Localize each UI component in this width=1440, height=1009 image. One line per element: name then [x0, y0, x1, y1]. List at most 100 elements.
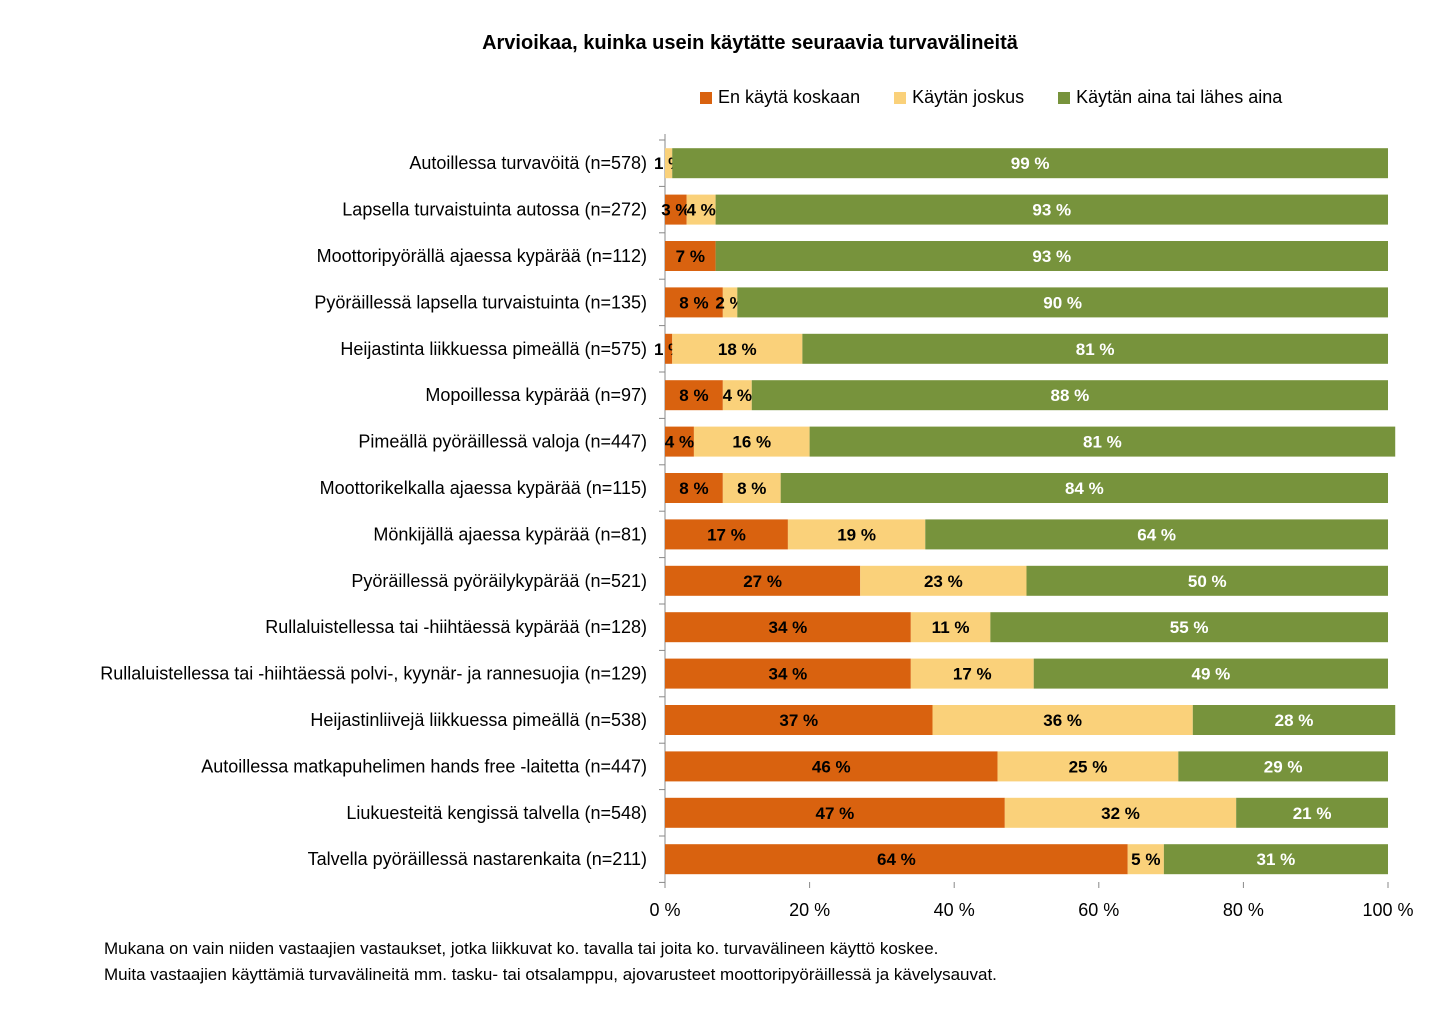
data-label: 47 % [816, 804, 855, 823]
category-label: Heijastinliivejä liikkuessa pimeällä (n=… [310, 710, 647, 730]
bar-segment-sometimes [722, 380, 752, 411]
data-label: 93 % [1032, 247, 1071, 266]
x-tick-label: 100 % [1362, 900, 1413, 920]
legend-swatch-sometimes [894, 91, 907, 104]
data-label: 17 % [707, 525, 746, 544]
data-label: 27 % [743, 572, 782, 591]
footnote: Mukana on vain niiden vastaajien vastauk… [104, 936, 997, 988]
category-label: Heijastinta liikkuessa pimeällä (n=575) [340, 339, 647, 359]
bar-segment-never [665, 844, 1128, 875]
bar-segment-sometimes [693, 426, 810, 457]
bar-segment-never [665, 194, 687, 225]
data-label: 8 % [679, 293, 708, 312]
legend-swatch-always [1058, 91, 1071, 104]
data-label: 50 % [1188, 572, 1227, 591]
bar-segment-sometimes [860, 565, 1027, 596]
category-label: Mopoillessa kypärää (n=97) [425, 385, 647, 405]
footnote-line-2: Muita vastaajien käyttämiä turvavälineit… [104, 965, 997, 984]
category-label: Moottorikelkalla ajaessa kypärää (n=115) [320, 478, 647, 498]
category-label: Liukuesteitä kengissä talvella (n=548) [346, 803, 647, 823]
category-label: Autoillessa turvavöitä (n=578) [409, 153, 647, 173]
data-label: 99 % [1011, 154, 1050, 173]
data-label: 31 % [1257, 850, 1296, 869]
legend-item-never: En käytä koskaan [700, 87, 860, 108]
bar-segment-sometimes [932, 705, 1193, 735]
category-label: Pyöräillessä pyöräilykypärää (n=521) [351, 571, 647, 591]
bar-segment-always [990, 612, 1388, 643]
data-label: 28 % [1275, 711, 1314, 730]
legend-item-always: Käytän aina tai lähes aina [1058, 87, 1282, 108]
legend: En käytä koskaan Käytän joskus Käytän ai… [700, 87, 1282, 108]
data-label: 8 % [679, 479, 708, 498]
bar-segment-always [751, 380, 1388, 411]
bar-segment-sometimes [910, 658, 1034, 689]
data-label: 23 % [924, 572, 963, 591]
data-label: 17 % [953, 665, 992, 684]
data-label: 5 % [1131, 850, 1160, 869]
bar-segment-sometimes [665, 148, 673, 179]
data-label: 37 % [779, 711, 818, 730]
bar-segment-never [665, 797, 1005, 828]
bar-segment-sometimes [787, 519, 926, 550]
category-label: Rullaluistellessa tai -hiihtäessä polvi-… [100, 664, 647, 684]
data-label: 46 % [812, 757, 851, 776]
bar-segment-sometimes [722, 473, 781, 503]
data-label: 81 % [1076, 340, 1115, 359]
bar-segment-always [715, 241, 1388, 271]
bar-segment-always [1192, 705, 1396, 735]
data-label: 4 % [665, 433, 694, 452]
legend-label-sometimes: Käytän joskus [912, 87, 1025, 107]
bar-segment-always [715, 194, 1388, 225]
data-label: 32 % [1101, 804, 1140, 823]
data-label: 34 % [769, 665, 808, 684]
data-label: 8 % [737, 479, 766, 498]
data-label: 81 % [1083, 433, 1122, 452]
bar-segment-sometimes [1127, 844, 1164, 875]
x-tick-label: 0 % [649, 900, 680, 920]
bar-segment-always [672, 148, 1388, 179]
bar-segment-never [665, 473, 723, 503]
category-label: Talvella pyöräillessä nastarenkaita (n=2… [308, 849, 647, 869]
category-label: Rullaluistellessa tai -hiihtäessä kypärä… [265, 617, 647, 637]
bar-segment-never [665, 612, 911, 643]
category-label: Lapsella turvaistuinta autossa (n=272) [342, 200, 647, 220]
legend-swatch-never [700, 91, 712, 104]
bar-segment-sometimes [1004, 797, 1237, 828]
data-label: 11 % [932, 618, 970, 637]
bar-segment-sometimes [686, 194, 716, 225]
data-label: 84 % [1065, 479, 1104, 498]
footnote-line-1: Mukana on vain niiden vastaajien vastauk… [104, 939, 939, 958]
data-label: 49 % [1191, 665, 1230, 684]
bar-segment-never [665, 658, 911, 689]
bar-segment-always [1026, 565, 1388, 596]
bar-segment-never [665, 565, 861, 596]
chart-title: Arvioikaa, kuinka usein käytätte seuraav… [482, 32, 1018, 54]
bar-segment-never [665, 333, 673, 364]
bar-segment-always [1033, 658, 1388, 689]
data-label: 18 % [718, 340, 757, 359]
legend-label-never: En käytä koskaan [718, 87, 861, 107]
bar-segment-sometimes [997, 751, 1179, 782]
category-label: Mönkijällä ajaessa kypärää (n=81) [373, 524, 647, 544]
bar-segment-always [925, 519, 1388, 550]
legend-item-sometimes: Käytän joskus [894, 87, 1024, 108]
bar-segment-sometimes [672, 333, 803, 364]
data-label: 88 % [1051, 386, 1090, 405]
bar-segment-always [809, 426, 1396, 457]
bar-segment-never [665, 519, 788, 550]
bar-segment-always [1178, 751, 1388, 782]
data-label: 55 % [1170, 618, 1209, 637]
data-label: 64 % [1137, 525, 1176, 544]
x-tick-label: 60 % [1078, 900, 1119, 920]
category-label: Moottoripyörällä ajaessa kypärää (n=112) [317, 246, 647, 266]
bar-segment-sometimes [910, 612, 991, 643]
x-tick-label: 80 % [1223, 900, 1264, 920]
data-label: 64 % [877, 850, 916, 869]
bar-segment-sometimes [722, 287, 738, 318]
bar-segment-never [665, 287, 723, 318]
data-label: 29 % [1264, 757, 1303, 776]
data-label: 90 % [1043, 293, 1082, 312]
bar-segment-always [1163, 844, 1388, 875]
bar-segment-never [665, 241, 716, 271]
data-label: 8 % [679, 386, 708, 405]
